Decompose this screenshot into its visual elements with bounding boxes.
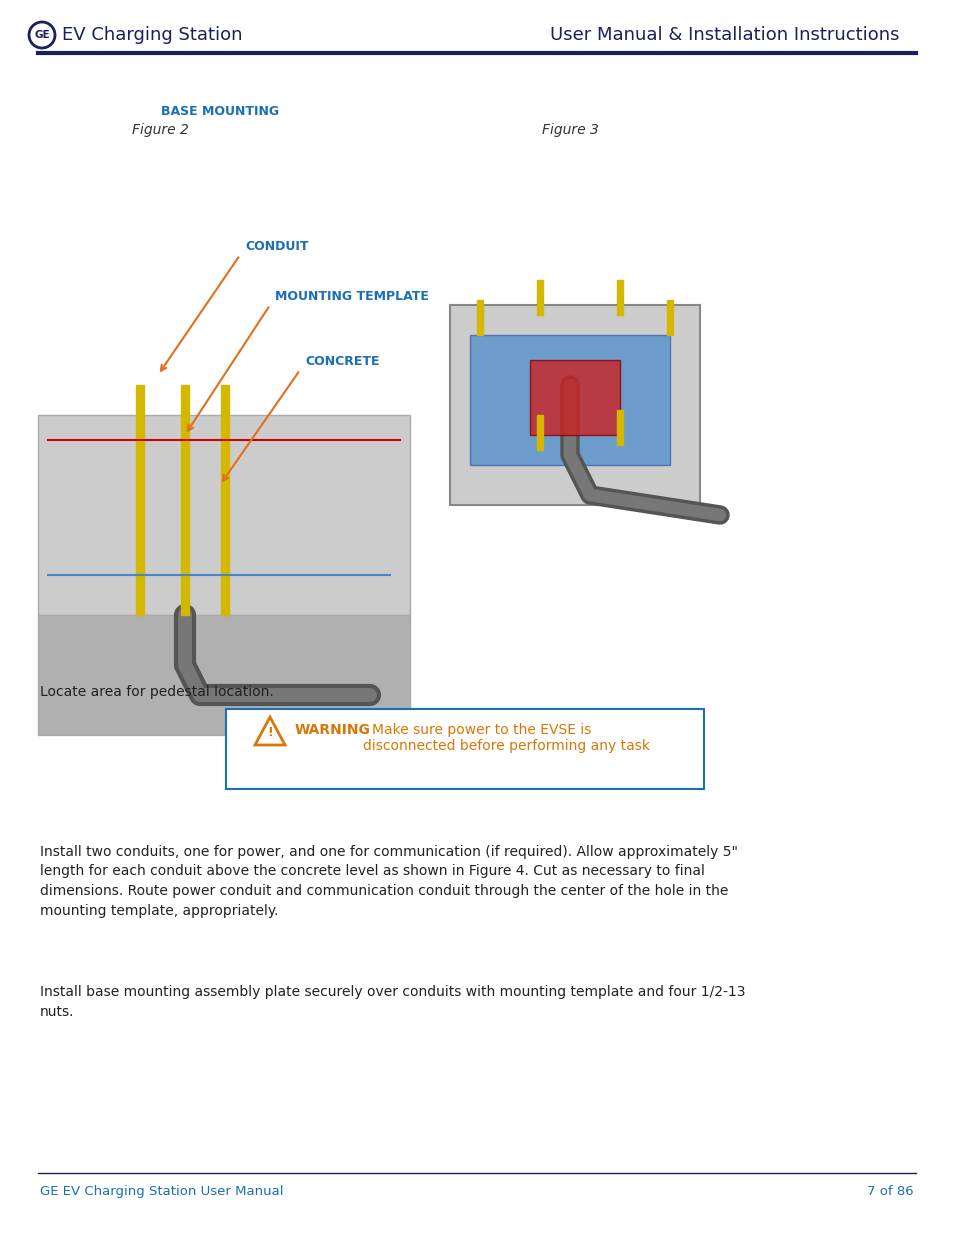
FancyBboxPatch shape [470, 335, 669, 466]
Text: MOUNTING TEMPLATE: MOUNTING TEMPLATE [274, 290, 429, 303]
Text: Locate area for pedestal location.: Locate area for pedestal location. [40, 685, 274, 699]
Text: CONDUIT: CONDUIT [245, 240, 308, 253]
Text: : Make sure power to the EVSE is
disconnected before performing any task: : Make sure power to the EVSE is disconn… [363, 722, 649, 753]
Text: BASE MOUNTING: BASE MOUNTING [161, 105, 279, 119]
FancyBboxPatch shape [38, 415, 410, 615]
Bar [136, 385, 144, 615]
Text: User Manual & Installation Instructions: User Manual & Installation Instructions [550, 26, 899, 44]
Text: EV Charging Station: EV Charging Station [62, 26, 242, 44]
Text: GE: GE [34, 30, 50, 40]
Text: Install base mounting assembly plate securely over conduits with mounting templa: Install base mounting assembly plate sec… [40, 986, 744, 1019]
Bar [666, 300, 672, 335]
Bar [537, 280, 542, 315]
Text: WARNING: WARNING [294, 722, 371, 737]
Text: Figure 3: Figure 3 [541, 124, 598, 137]
Bar [617, 280, 622, 315]
Bar [537, 415, 542, 450]
Text: GE EV Charging Station User Manual: GE EV Charging Station User Manual [40, 1186, 283, 1198]
Text: 7 of 86: 7 of 86 [866, 1186, 913, 1198]
Text: Install two conduits, one for power, and one for communication (if required). Al: Install two conduits, one for power, and… [40, 845, 738, 918]
Bar [181, 385, 189, 615]
Bar [617, 410, 622, 445]
Text: !: ! [267, 726, 273, 740]
FancyBboxPatch shape [226, 709, 703, 789]
Text: CONCRETE: CONCRETE [305, 354, 379, 368]
Bar [221, 385, 229, 615]
Bar [476, 300, 482, 335]
FancyBboxPatch shape [38, 615, 410, 735]
Text: Figure 2: Figure 2 [132, 124, 189, 137]
FancyBboxPatch shape [450, 305, 700, 505]
FancyBboxPatch shape [530, 359, 619, 435]
